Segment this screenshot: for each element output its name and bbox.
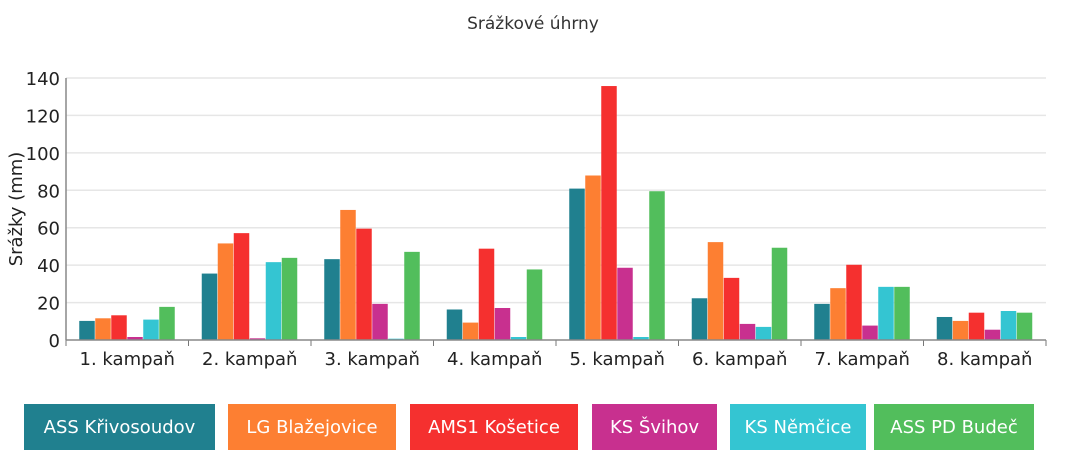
bar [217,243,234,340]
bar [707,242,724,340]
legend-item[interactable]: AMS1 Košetice [410,404,578,450]
bar [201,273,218,340]
x-tick-label: 1. kampaň [80,349,175,370]
x-tick-label: 5. kampaň [570,349,665,370]
y-tick-label: 140 [26,69,60,90]
bar [569,188,585,340]
bar [281,257,298,340]
x-tick-label: 7. kampaň [815,349,910,370]
bar [356,228,372,340]
bar [878,286,894,340]
bar [372,303,388,340]
bar [404,251,420,340]
y-tick-label: 60 [37,219,60,240]
bar [159,306,175,340]
bar [968,312,985,340]
bar [601,86,617,340]
bar [984,329,1001,340]
bar-chart: 0 20 40 60 80 100 120 140 Srážky (mm) 1. kampaň 2.… [6,69,1047,370]
x-tick-label: 4. kampaň [447,349,542,370]
y-tick-label: 0 [49,331,60,352]
bar [585,175,601,340]
bar [79,320,95,340]
legend-item[interactable]: KS Švihov [592,404,717,450]
bar [723,277,740,340]
y-tick-label: 120 [26,106,60,127]
legend-item[interactable]: LG Blažejovice [228,404,396,450]
bar [936,316,953,340]
bar [617,267,633,340]
bar [265,262,282,340]
bar [462,322,479,340]
bar [494,307,511,340]
x-tick-label: 2. kampaň [202,349,297,370]
bar [510,337,527,340]
bar [111,315,127,340]
y-tick-label: 80 [37,181,60,202]
bar [952,320,969,340]
bar [526,269,543,340]
bar [249,338,266,340]
bar [862,325,878,340]
bar [830,288,846,340]
bar [755,326,772,340]
x-tick-label: 8. kampaň [937,349,1032,370]
y-axis-label: Srážky (mm) [6,152,27,267]
bar [446,309,463,340]
y-tick-label: 40 [37,256,60,277]
bar [691,298,708,340]
y-tick-label: 100 [26,144,60,165]
bar [233,233,250,340]
bar [1016,312,1033,340]
bar [340,209,356,340]
x-tick-label: 6. kampaň [692,349,787,370]
legend-item[interactable]: KS Němčice [730,404,866,450]
bar [1000,310,1017,340]
bar [143,319,159,340]
y-tick-label: 20 [37,294,60,315]
bar [649,191,665,340]
bar [478,248,495,340]
bar [771,247,788,340]
bar [894,286,910,340]
bar [95,318,111,340]
chart-title: Srážkové úhrny [467,14,599,34]
bar [324,259,340,340]
bar [633,337,649,340]
x-tick-label: 3. kampaň [325,349,420,370]
bar [739,323,756,340]
legend-item[interactable]: ASS PD Budeč [874,404,1034,450]
bar [127,337,143,340]
legend-item[interactable]: ASS Křivosoudov [24,404,215,450]
bar [846,264,862,340]
bar [814,303,830,340]
